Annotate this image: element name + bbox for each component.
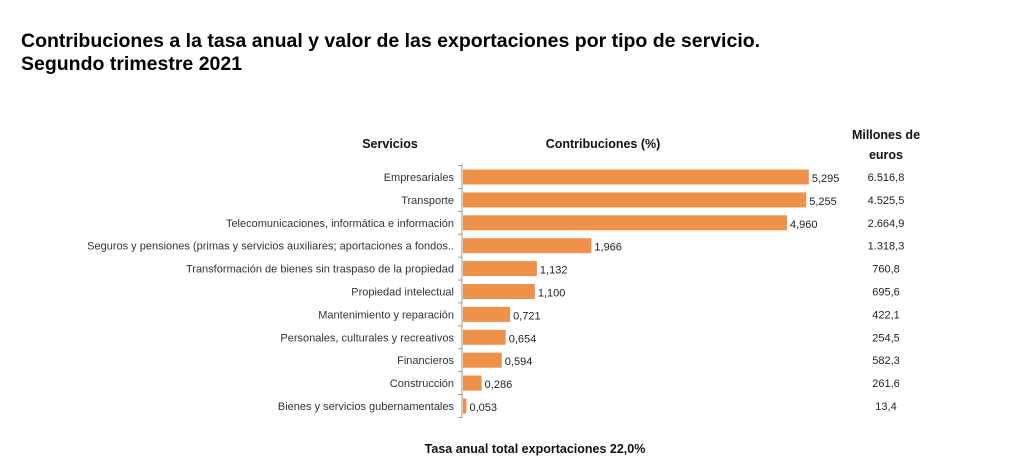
footer-total-rate-text: Tasa anual total exportaciones 22,0% [424,442,646,456]
data-label: 0,721 [513,310,541,322]
chart-title: Contribuciones a la tasa anual y valor d… [21,30,760,76]
data-label: 4,960 [790,219,818,231]
bar [463,375,482,391]
bar [463,169,809,185]
chart-title-line-1: Contribuciones a la tasa anual y valor d… [21,30,761,52]
data-label: 0,654 [509,333,537,345]
data-label: 1,100 [538,288,566,300]
bar [463,192,807,208]
bar [463,352,502,368]
bar [463,261,537,277]
data-label: 0,053 [469,402,497,414]
data-label: 1,132 [540,265,568,277]
millones-euros-value: 6.516,8 [868,172,905,184]
bar [463,329,506,345]
millones-euros-value: 261,6 [872,378,900,390]
footer-total-rate: Tasa anual total exportaciones 22,0% [0,442,1024,456]
millones-euros-value: 695,6 [872,287,900,299]
millones-euros-value: 13,4 [875,401,896,413]
millones-euros-value: 582,3 [872,355,900,367]
chart-title-line-2: Segundo trimestre 2021 [21,53,243,75]
header-contribuciones: Contribuciones (%) [545,137,661,151]
millones-euros-value: 4.525,5 [868,195,905,207]
category-label: Construcción [390,378,454,390]
data-label: 0,286 [485,379,513,391]
category-label: Mantenimiento y reparación [318,309,454,321]
category-label: Propiedad intelectual [351,287,454,299]
header-millones-line-2: euros [868,148,904,162]
category-label: Empresariales [384,172,455,184]
millones-euros-value: 254,5 [872,332,900,344]
category-label: Transformación de bienes sin traspaso de… [186,264,454,276]
data-label: 1,966 [594,242,622,254]
category-label: Bienes y servicios gubernamentales [278,401,455,413]
data-label: 5,255 [809,196,837,208]
bar [463,238,592,254]
millones-euros-value: 760,8 [872,264,900,276]
category-label: Transporte [401,195,454,207]
bar [463,306,511,322]
millones-euros-value: 422,1 [872,309,900,321]
category-label: Seguros y pensiones (primas y servicios … [87,241,454,253]
millones-euros-value: 1.318,3 [868,241,905,253]
category-label: Telecomunicaciones, informática e inform… [226,218,454,230]
header-millones-de-euros: Millones de euros [836,125,936,165]
category-label: Financieros [397,355,454,367]
header-servicios: Servicios [362,137,418,151]
data-label: 5,295 [812,173,840,185]
data-label: 0,594 [505,356,533,368]
bar [463,284,535,299]
millones-euros-value: 2.664,9 [868,218,905,230]
bar [463,398,467,414]
category-label: Personales, culturales y recreativos [280,332,454,344]
bar [463,215,787,231]
header-millones-line-1: Millones de [851,128,921,142]
